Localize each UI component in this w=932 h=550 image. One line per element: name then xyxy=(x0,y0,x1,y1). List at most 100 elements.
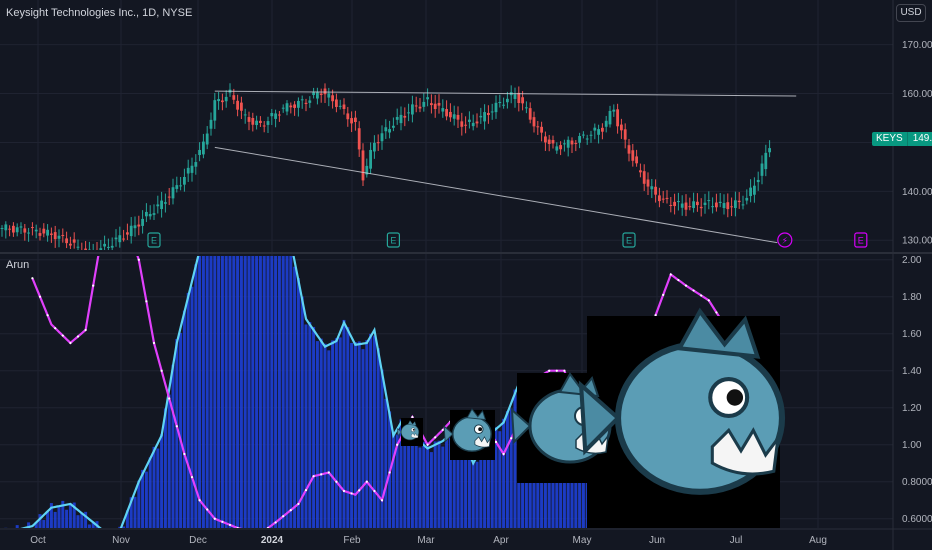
candle-body xyxy=(384,127,388,132)
candle-body xyxy=(205,133,209,145)
histogram-bar xyxy=(171,364,175,528)
candle-body xyxy=(27,232,30,234)
fish-teeth xyxy=(474,436,491,448)
time-axis-tick: Apr xyxy=(493,535,509,546)
candle xyxy=(99,240,103,250)
magenta-line-dot xyxy=(236,526,239,528)
candle xyxy=(175,176,179,193)
candle-body xyxy=(441,108,445,112)
histogram-bar xyxy=(380,369,384,528)
magenta-line-dot xyxy=(61,334,64,337)
candle-body xyxy=(76,246,80,248)
candle xyxy=(468,111,471,129)
candle-body xyxy=(118,235,122,243)
candle xyxy=(217,92,220,110)
candle xyxy=(749,179,752,203)
histogram-bar xyxy=(407,436,411,528)
candle-body xyxy=(179,185,182,187)
magenta-line-dot xyxy=(145,300,148,303)
candle xyxy=(407,103,410,122)
histogram-bar xyxy=(513,389,517,528)
candle xyxy=(433,94,437,118)
candle xyxy=(445,100,448,121)
magenta-line-dot xyxy=(350,492,353,495)
histogram-bar xyxy=(15,525,19,528)
candle-body xyxy=(38,233,42,236)
currency-button[interactable]: USD xyxy=(896,4,926,22)
candle-body xyxy=(734,200,737,209)
candle-body xyxy=(414,105,418,107)
histogram-bar xyxy=(304,324,308,528)
candle-body xyxy=(760,163,764,176)
candle xyxy=(490,103,494,120)
candle xyxy=(114,229,118,247)
fish-pupil xyxy=(726,389,744,406)
fish-pupil xyxy=(412,428,415,431)
candle xyxy=(357,121,361,157)
histogram-bar xyxy=(296,278,300,528)
candle-body xyxy=(69,243,72,246)
candle xyxy=(95,241,99,250)
candle xyxy=(578,132,581,149)
time-axis-tick: Aug xyxy=(809,535,827,546)
candle xyxy=(532,111,536,133)
candle-body xyxy=(608,110,612,125)
candle-body xyxy=(521,97,524,104)
histogram-bar xyxy=(532,440,536,528)
candle xyxy=(354,110,357,131)
magenta-line-dot xyxy=(700,294,703,297)
histogram-bar xyxy=(414,436,418,528)
magenta-line-dot xyxy=(335,480,338,483)
magenta-line-dot xyxy=(115,194,117,196)
fish-fin xyxy=(466,408,487,421)
histogram-bar xyxy=(129,497,133,528)
histogram-bar xyxy=(68,503,72,528)
candle xyxy=(308,96,312,108)
magenta-line-dot xyxy=(715,311,718,314)
histogram-bar xyxy=(65,509,69,528)
time-axis-tick: Feb xyxy=(343,535,361,546)
candle xyxy=(506,91,509,109)
candle-body xyxy=(677,201,680,203)
histogram-bar xyxy=(270,256,274,528)
candle xyxy=(528,102,532,124)
indicator-axis-tick: 0.6000 xyxy=(902,514,932,525)
histogram-bar xyxy=(293,266,297,528)
histogram-bar xyxy=(445,433,449,528)
candle-body xyxy=(589,134,593,136)
histogram-bar xyxy=(232,256,236,528)
candle-body xyxy=(745,197,749,201)
histogram-bar xyxy=(547,459,551,528)
candle-body xyxy=(338,105,342,107)
histogram-bar xyxy=(224,256,228,528)
candle xyxy=(768,140,771,158)
magenta-line-dot xyxy=(548,369,551,372)
indicator-axis-tick: 1.00 xyxy=(902,440,922,451)
candle-body xyxy=(566,139,570,148)
candle-body xyxy=(399,114,403,124)
candle-body xyxy=(285,103,289,112)
candle xyxy=(274,109,277,128)
candle xyxy=(551,135,555,149)
candle-body xyxy=(34,229,38,232)
histogram-bar xyxy=(327,350,331,528)
time-axis-tick: 2024 xyxy=(261,535,284,546)
magenta-line-dot xyxy=(160,369,163,372)
candle xyxy=(574,140,578,152)
histogram-bar xyxy=(213,256,217,528)
histogram-bar xyxy=(156,448,160,528)
candle-body xyxy=(369,149,372,169)
fish-sticker xyxy=(578,307,786,495)
histogram-bar xyxy=(281,256,285,528)
candle xyxy=(304,98,308,112)
candle xyxy=(635,149,638,167)
candle-body xyxy=(281,107,285,109)
candle-body xyxy=(555,146,559,151)
candle-body xyxy=(357,128,361,150)
candle xyxy=(616,103,619,134)
candle-body xyxy=(126,232,129,235)
candle-body xyxy=(456,114,460,120)
candle xyxy=(4,221,8,239)
magenta-line-dot xyxy=(411,415,414,419)
